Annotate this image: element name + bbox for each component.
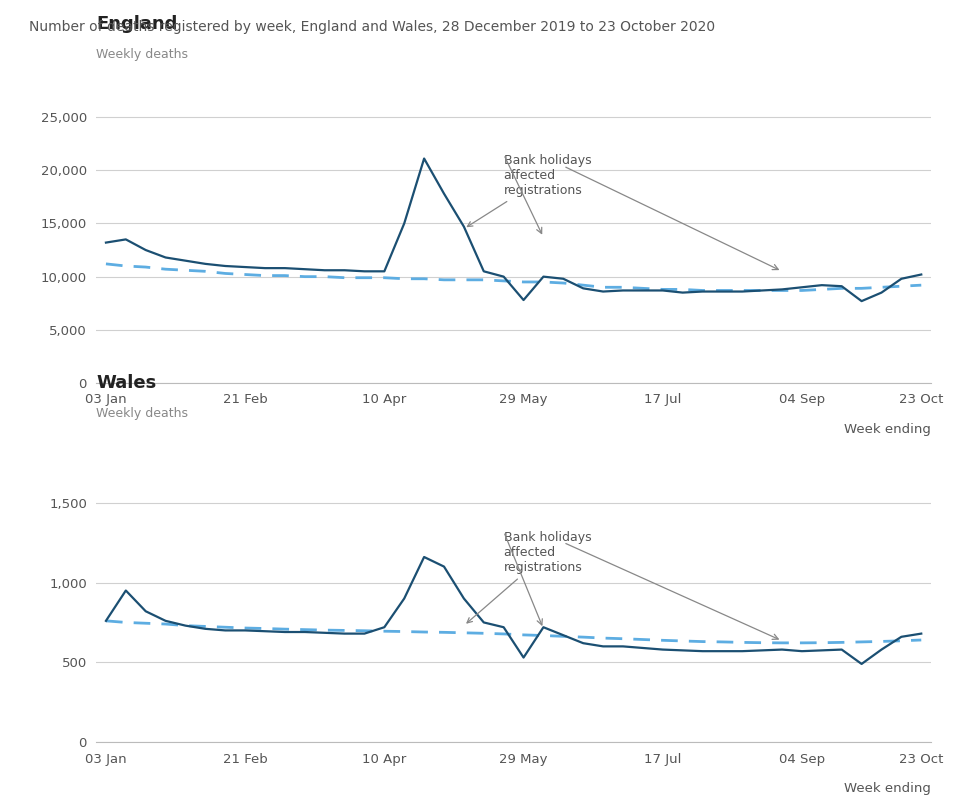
Text: Number of deaths registered by week, England and Wales, 28 December 2019 to 23 O: Number of deaths registered by week, Eng… bbox=[29, 20, 715, 34]
Text: England: England bbox=[96, 14, 178, 33]
Text: Bank holidays
affected
registrations: Bank holidays affected registrations bbox=[468, 154, 591, 227]
Text: Week ending: Week ending bbox=[845, 782, 931, 796]
Text: Weekly deaths: Weekly deaths bbox=[96, 408, 188, 421]
Text: Wales: Wales bbox=[96, 373, 156, 392]
Text: Bank holidays
affected
registrations: Bank holidays affected registrations bbox=[467, 531, 591, 623]
Text: Week ending: Week ending bbox=[845, 423, 931, 437]
Text: Weekly deaths: Weekly deaths bbox=[96, 49, 188, 61]
